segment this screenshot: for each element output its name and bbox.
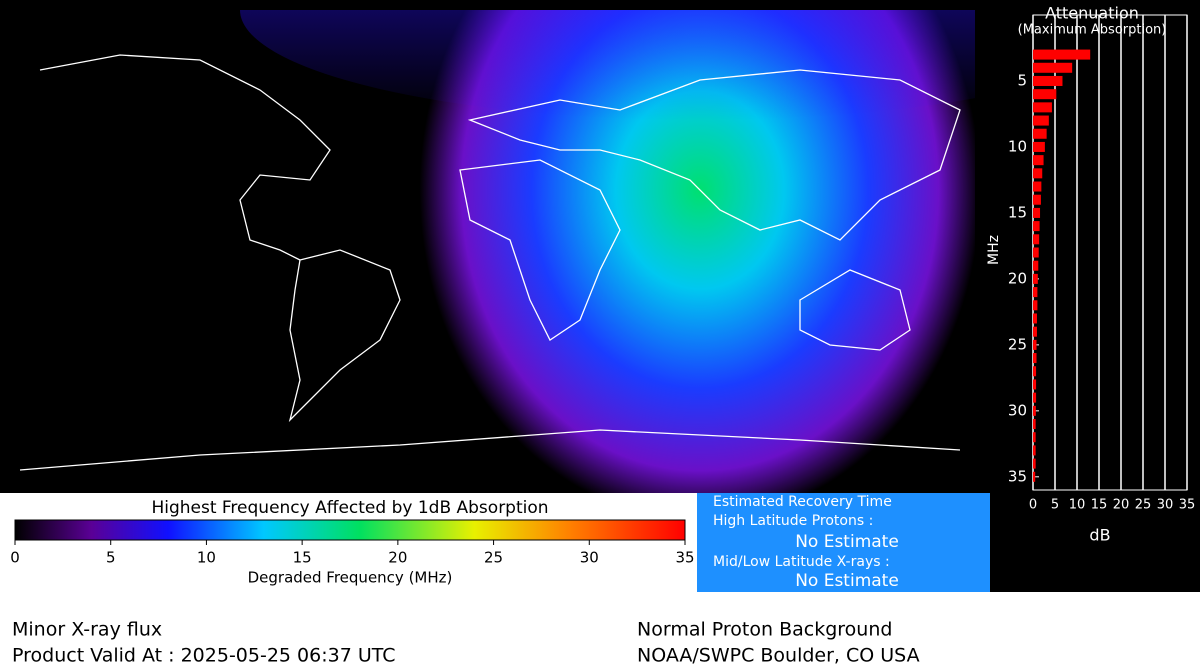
- footer-text: NOAA/SWPC Boulder, CO USA: [637, 645, 920, 667]
- bar: [1033, 155, 1044, 166]
- recovery-high-label: High Latitude Protons :: [713, 513, 873, 529]
- bar: [1033, 419, 1036, 430]
- bar: [1033, 207, 1041, 218]
- x-tick-label: 20: [1113, 498, 1130, 513]
- attenuation-title: Attenuation: [1045, 4, 1139, 23]
- colorbar-tick-label: 15: [293, 549, 312, 567]
- x-tick-label: 0: [1029, 498, 1037, 513]
- bar: [1033, 339, 1037, 350]
- bar: [1033, 273, 1038, 284]
- x-tick-label: 15: [1091, 498, 1108, 513]
- bar: [1033, 102, 1052, 113]
- bar: [1033, 458, 1036, 469]
- bar: [1033, 128, 1047, 139]
- bar: [1033, 247, 1039, 258]
- recovery-high-value: No Estimate: [795, 532, 899, 552]
- y-tick-label: 20: [1008, 269, 1027, 287]
- australia: [799, 269, 911, 351]
- bar: [1033, 353, 1037, 364]
- eurasia: [467, 69, 961, 241]
- colorbar-tick-label: 10: [197, 549, 216, 567]
- y-tick-label: 30: [1008, 401, 1027, 419]
- y-tick-label: 5: [1017, 71, 1027, 89]
- bar: [1033, 471, 1036, 482]
- bar: [1033, 287, 1038, 298]
- antarctica: [19, 429, 961, 471]
- bar: [1033, 221, 1040, 232]
- y-tick-label: 10: [1008, 137, 1027, 155]
- bar: [1033, 181, 1042, 192]
- bar: [1033, 234, 1040, 245]
- x-tick-label: 10: [1069, 498, 1086, 513]
- colorbar-tick-label: 30: [580, 549, 599, 567]
- bar: [1033, 168, 1043, 179]
- footer-text: Product Valid At : 2025-05-25 06:37 UTC: [12, 645, 396, 667]
- bar: [1033, 432, 1036, 443]
- bar: [1033, 49, 1091, 60]
- y-tick-label: 15: [1008, 203, 1027, 221]
- colorbar-tick-label: 25: [484, 549, 503, 567]
- x-tick-label: 5: [1051, 498, 1059, 513]
- footer-text: Normal Proton Background: [637, 619, 892, 641]
- x-tick-label: 30: [1157, 498, 1174, 513]
- map: [12, 10, 975, 493]
- bar: [1033, 115, 1049, 126]
- bar: [1033, 300, 1038, 311]
- bar: [1033, 194, 1041, 205]
- colorbar-label: Degraded Frequency (MHz): [248, 569, 453, 587]
- recovery-box: [697, 493, 990, 592]
- south-america: [288, 249, 401, 423]
- africa: [459, 159, 621, 341]
- recovery-mid-label: Mid/Low Latitude X-rays :: [713, 554, 890, 570]
- x-tick-label: 25: [1135, 498, 1152, 513]
- bar: [1033, 326, 1037, 337]
- coastlines: [19, 54, 961, 471]
- recovery-mid-value: No Estimate: [795, 571, 899, 591]
- north-america: [39, 54, 331, 261]
- bar: [1033, 366, 1037, 377]
- colorbar-tick-label: 20: [388, 549, 407, 567]
- recovery-title: Estimated Recovery Time: [713, 494, 892, 510]
- colorbar-title: Highest Frequency Affected by 1dB Absorp…: [151, 498, 548, 518]
- polar-absorption: [240, 10, 975, 120]
- bar: [1033, 75, 1063, 86]
- bar: [1033, 313, 1037, 324]
- colorbar-tick-label: 5: [106, 549, 116, 567]
- y-tick-label: 35: [1008, 467, 1027, 485]
- attenuation-x-label: dB: [1089, 526, 1110, 545]
- bar: [1033, 89, 1057, 100]
- colorbar: [14, 519, 686, 541]
- attenuation-y-label: MHz: [986, 235, 1002, 265]
- bar: [1033, 141, 1045, 152]
- bar: [1033, 62, 1073, 73]
- attenuation-subtitle: (Maximum Absorption): [1018, 23, 1167, 38]
- bar: [1033, 379, 1037, 390]
- colorbar-tick-label: 35: [675, 549, 694, 567]
- attenuation-plot-area: [1032, 14, 1188, 491]
- footer-text: Minor X-ray flux: [12, 619, 162, 641]
- x-tick-label: 35: [1179, 498, 1196, 513]
- bar: [1033, 392, 1037, 403]
- bar: [1033, 445, 1036, 456]
- colorbar-tick-label: 0: [10, 549, 20, 567]
- y-tick-label: 25: [1008, 335, 1027, 353]
- bar: [1033, 405, 1036, 416]
- bar: [1033, 260, 1039, 271]
